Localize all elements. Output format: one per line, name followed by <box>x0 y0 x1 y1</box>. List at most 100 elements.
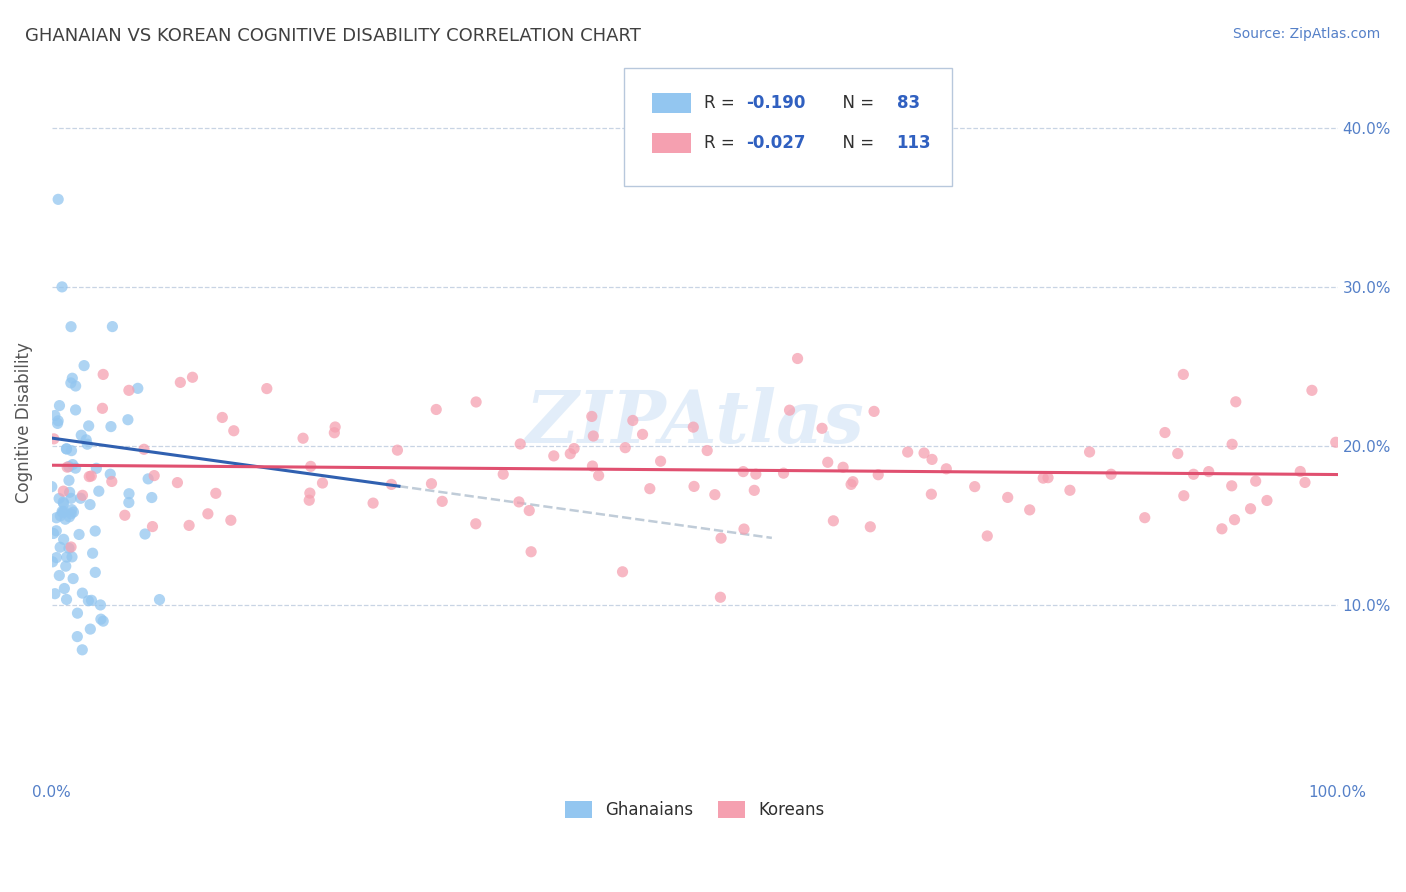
Point <box>169 376 191 390</box>
Point <box>62 458 84 472</box>
Point <box>80 593 103 607</box>
Point <box>621 413 644 427</box>
Point <box>963 480 986 494</box>
Point <box>148 592 170 607</box>
Point <box>46 414 69 428</box>
Point <box>41 480 63 494</box>
Point <box>90 612 112 626</box>
Point <box>839 477 862 491</box>
Point <box>51 504 73 518</box>
Point <box>58 509 80 524</box>
Point <box>69 491 91 506</box>
Point <box>420 476 443 491</box>
Point <box>127 381 149 395</box>
Point <box>1133 510 1156 524</box>
Point <box>141 519 163 533</box>
Point <box>1173 489 1195 503</box>
Point <box>44 409 66 423</box>
Point <box>464 516 486 531</box>
Point <box>77 469 100 483</box>
Point <box>976 529 998 543</box>
Point <box>72 586 94 600</box>
Point <box>683 479 706 493</box>
Point <box>868 467 890 482</box>
Text: -0.190: -0.190 <box>747 95 806 112</box>
Point <box>772 466 794 480</box>
Point <box>1032 471 1054 485</box>
Point <box>65 461 87 475</box>
Point <box>91 401 114 416</box>
Point <box>1154 425 1177 440</box>
Point <box>842 475 865 489</box>
Point <box>141 491 163 505</box>
Point <box>817 455 839 469</box>
Point <box>52 506 75 520</box>
Point <box>42 526 65 541</box>
Point <box>543 449 565 463</box>
Point <box>612 565 634 579</box>
Text: -0.027: -0.027 <box>747 134 806 152</box>
Point <box>84 566 107 580</box>
Point <box>91 614 114 628</box>
Point <box>650 454 672 468</box>
Point <box>1211 522 1233 536</box>
Point <box>256 382 278 396</box>
Point <box>91 368 114 382</box>
Point <box>58 474 80 488</box>
Point <box>197 507 219 521</box>
Point <box>49 540 72 554</box>
Point <box>53 582 76 596</box>
Point <box>912 446 935 460</box>
Point <box>1198 465 1220 479</box>
Point <box>211 410 233 425</box>
Point <box>72 642 94 657</box>
Point <box>323 425 346 440</box>
Point <box>82 546 104 560</box>
Point <box>143 468 166 483</box>
Point <box>581 409 603 424</box>
Point <box>292 431 315 445</box>
Text: 113: 113 <box>897 134 931 152</box>
Point <box>222 424 245 438</box>
Point <box>101 475 124 489</box>
Point <box>1220 437 1243 451</box>
Point <box>72 488 94 502</box>
Point <box>823 514 845 528</box>
Point <box>492 467 515 482</box>
Point <box>56 460 79 475</box>
Point <box>118 495 141 509</box>
Text: Source: ZipAtlas.com: Source: ZipAtlas.com <box>1233 27 1381 41</box>
Point <box>60 549 83 564</box>
Point <box>100 419 122 434</box>
Text: GHANAIAN VS KOREAN COGNITIVE DISABILITY CORRELATION CHART: GHANAIAN VS KOREAN COGNITIVE DISABILITY … <box>25 27 641 45</box>
Legend: Ghanaians, Koreans: Ghanaians, Koreans <box>558 794 831 826</box>
Text: N =: N = <box>832 95 880 112</box>
Point <box>638 482 661 496</box>
Point <box>67 527 90 541</box>
FancyBboxPatch shape <box>652 94 690 113</box>
Point <box>298 493 321 508</box>
Point <box>55 442 77 456</box>
Point <box>832 460 855 475</box>
Point <box>1289 465 1312 479</box>
Point <box>733 522 755 536</box>
Point <box>98 467 121 482</box>
Point <box>811 421 834 435</box>
Point <box>55 442 77 456</box>
Point <box>55 559 77 574</box>
Point <box>425 402 447 417</box>
Point <box>70 428 93 442</box>
Point <box>742 483 765 498</box>
Point <box>86 461 108 475</box>
Point <box>84 524 107 538</box>
Point <box>432 494 454 508</box>
Point <box>387 443 409 458</box>
Point <box>1256 493 1278 508</box>
Point <box>1244 474 1267 488</box>
Text: ZIPAtlas: ZIPAtlas <box>526 386 865 458</box>
Point <box>1018 503 1040 517</box>
Point <box>46 192 69 206</box>
Point <box>48 399 70 413</box>
Point <box>132 442 155 457</box>
Point <box>219 513 242 527</box>
